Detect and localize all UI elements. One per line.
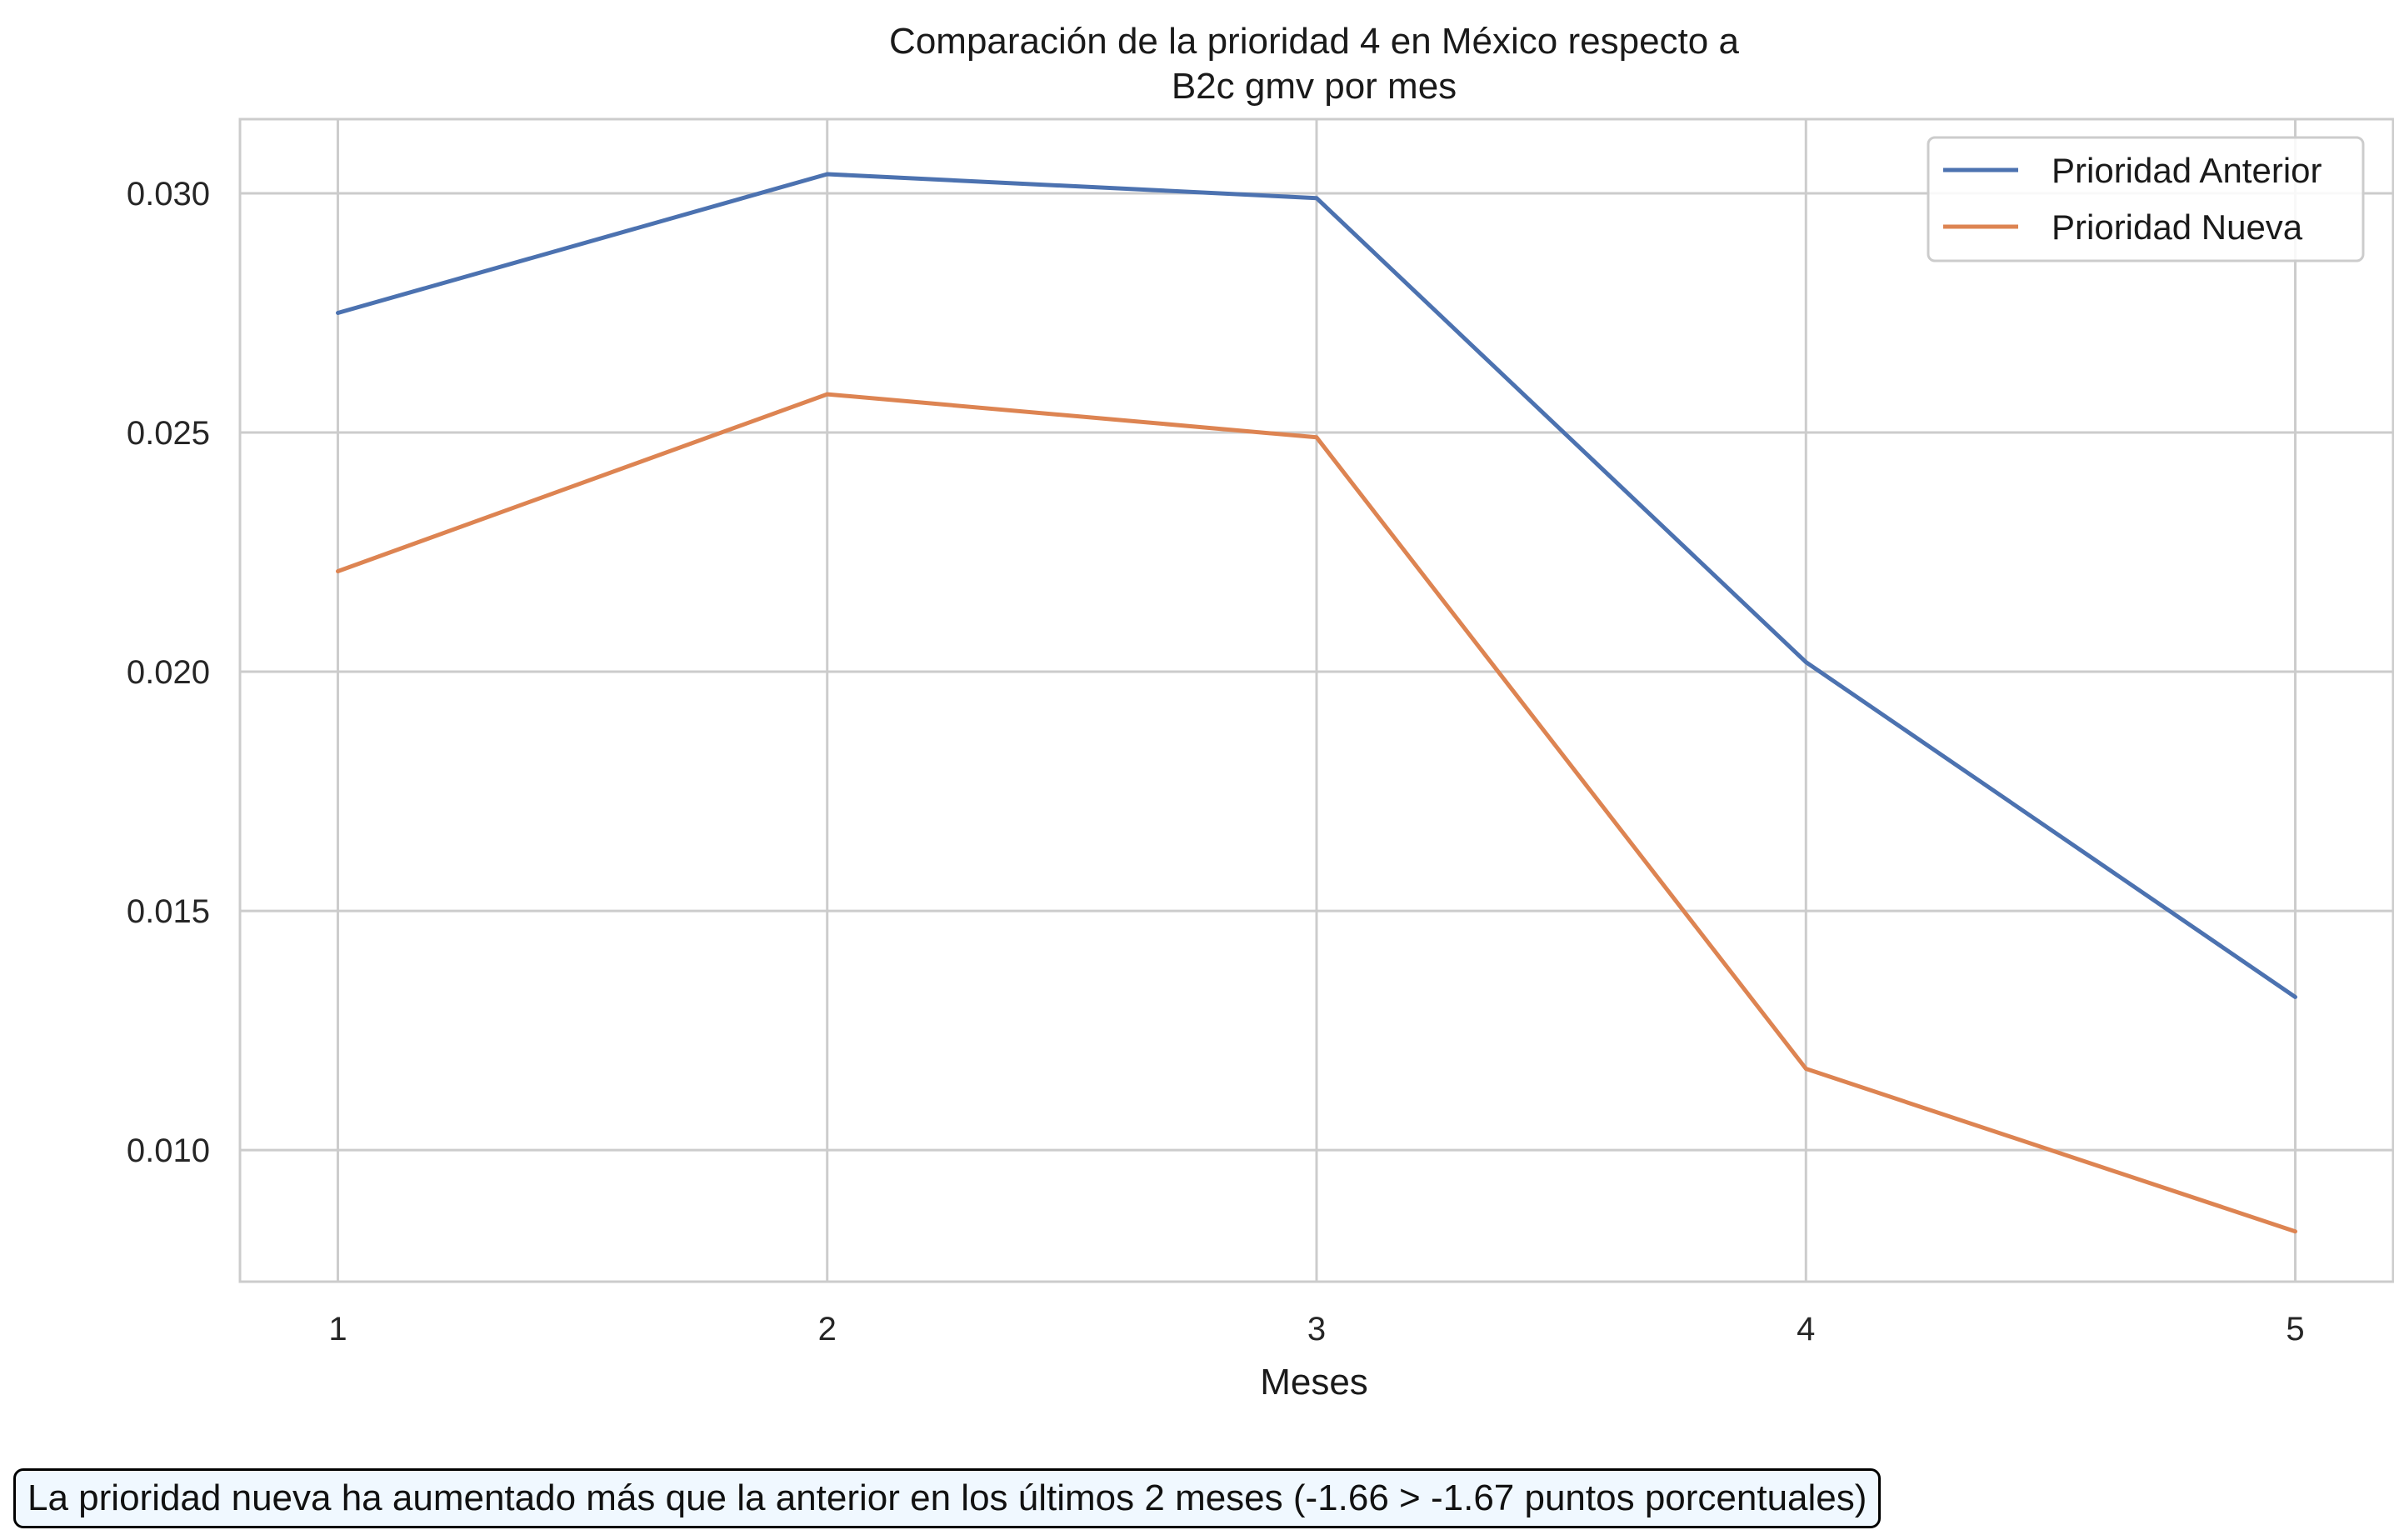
summary-annotation-text: La prioridad nueva ha aumentado más que … [27, 1478, 1867, 1518]
y-tick-label: 0.030 [127, 176, 210, 212]
series-group [336, 172, 2297, 1234]
x-tick-label: 5 [2286, 1311, 2304, 1348]
legend-frame [1927, 136, 2365, 262]
series-line-prioridad-nueva [336, 392, 2297, 1234]
x-tick-label: 4 [1797, 1311, 1815, 1348]
chart-title-line-1: Comparación de la prioridad 4 en México … [889, 21, 1739, 62]
y-tick-label: 0.020 [127, 654, 210, 691]
plot-area-frame [238, 118, 2394, 1283]
y-tick-label: 0.025 [127, 415, 210, 452]
chart-title-line-2: B2c gmv por mes [1172, 66, 1457, 107]
tick-labels: 1 2 3 4 5 0.010 0.015 0.020 0.025 0.030 [127, 176, 2305, 1348]
x-axis-label: Meses [1260, 1362, 1368, 1402]
y-tick-label: 0.015 [127, 893, 210, 930]
legend-label-prioridad-nueva: Prioridad Nueva [2052, 208, 2303, 247]
series-line-prioridad-anterior [336, 172, 2297, 999]
legend-label-prioridad-anterior: Prioridad Anterior [2052, 151, 2322, 190]
summary-annotation-box: La prioridad nueva ha aumentado más que … [13, 1468, 1882, 1528]
grid [240, 119, 2393, 1282]
x-tick-label: 1 [328, 1311, 347, 1348]
x-tick-label: 3 [1307, 1311, 1326, 1348]
legend: Prioridad Anterior Prioridad Nueva [1927, 136, 2365, 262]
y-tick-label: 0.010 [127, 1132, 210, 1169]
x-tick-label: 2 [818, 1311, 837, 1348]
